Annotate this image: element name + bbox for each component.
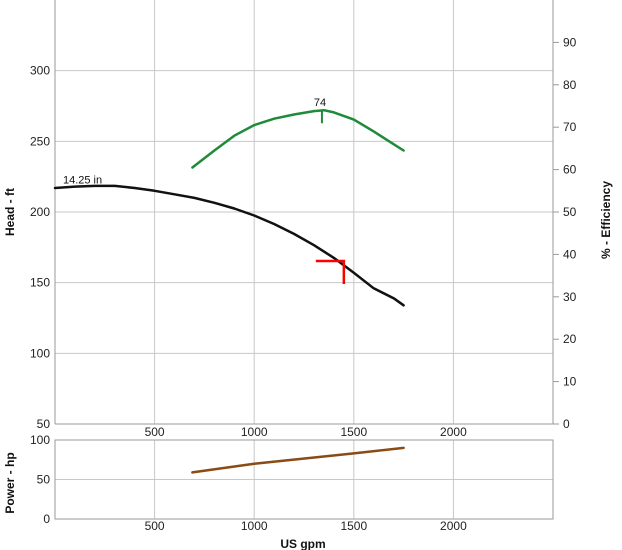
efficiency-tick-label: 20 xyxy=(563,332,577,346)
power-plot-x-tick-label: 1500 xyxy=(340,519,367,533)
power-tick-label: 0 xyxy=(43,512,50,526)
head-tick-label: 150 xyxy=(30,276,50,290)
efficiency-curve xyxy=(191,108,405,169)
power-plot-x-tick-label: 2000 xyxy=(440,519,467,533)
efficiency-tick-label: 60 xyxy=(563,163,577,177)
head-tick-label: 300 xyxy=(30,64,50,78)
efficiency-marker-label: 74 xyxy=(314,97,326,109)
efficiency-tick-label: 40 xyxy=(563,247,577,261)
power-tick-label: 50 xyxy=(37,473,51,487)
head-plot-gridlines xyxy=(55,0,553,424)
efficiency-tick-label: 80 xyxy=(563,78,577,92)
efficiency-tick-label: 30 xyxy=(563,290,577,304)
head-plot-x-tick-label: 1500 xyxy=(340,425,367,439)
operating-point-marker xyxy=(315,259,346,285)
efficiency-tick-label: 0 xyxy=(563,417,570,431)
efficiency-tick-label: 90 xyxy=(563,35,577,49)
power-axis-title: Power - hp xyxy=(3,452,17,513)
head-tick-label: 50 xyxy=(37,417,51,431)
head-tick-label: 200 xyxy=(30,205,50,219)
impeller-diameter-label: 14.25 in xyxy=(63,175,102,187)
head-plot-x-tick-label: 2000 xyxy=(440,425,467,439)
efficiency-tick-label: 10 xyxy=(563,375,577,389)
power-plot-x-tick-label: 1000 xyxy=(241,519,268,533)
efficiency-tick-label: 70 xyxy=(563,120,577,134)
head-plot-x-tick-label: 500 xyxy=(145,425,165,439)
power-plot-x-ticks: 500 1000 1500 2000 xyxy=(145,519,467,533)
power-tick-label: 100 xyxy=(30,433,50,447)
efficiency-axis-title: % - Efficiency xyxy=(599,181,613,259)
efficiency-tick-label: 50 xyxy=(563,205,577,219)
head-axis-ticks: 50 100 150 200 250 300 xyxy=(30,64,50,431)
head-tick-label: 100 xyxy=(30,346,50,360)
power-curve xyxy=(191,446,405,474)
head-axis-title: Head - ft xyxy=(3,188,17,236)
power-plot-series xyxy=(191,446,405,474)
head-plot-series xyxy=(53,108,405,307)
power-plot-border xyxy=(54,439,554,520)
power-plot-frame xyxy=(54,439,554,520)
power-plot-x-tick-label: 500 xyxy=(145,519,165,533)
head-plot-annotations: 14.25 in 74 xyxy=(63,97,346,285)
power-plot-gridlines xyxy=(55,439,553,519)
head-tick-label: 250 xyxy=(30,134,50,148)
power-axis-ticks: 0 50 100 xyxy=(30,433,50,526)
efficiency-axis-ticks: 0 10 20 30 40 50 60 70 80 90 xyxy=(553,35,577,431)
head-curve xyxy=(53,184,405,307)
x-axis-title: US gpm xyxy=(280,537,325,550)
head-plot-x-ticks: 500 1000 1500 2000 xyxy=(145,425,467,439)
head-plot-x-tick-label: 1000 xyxy=(241,425,268,439)
